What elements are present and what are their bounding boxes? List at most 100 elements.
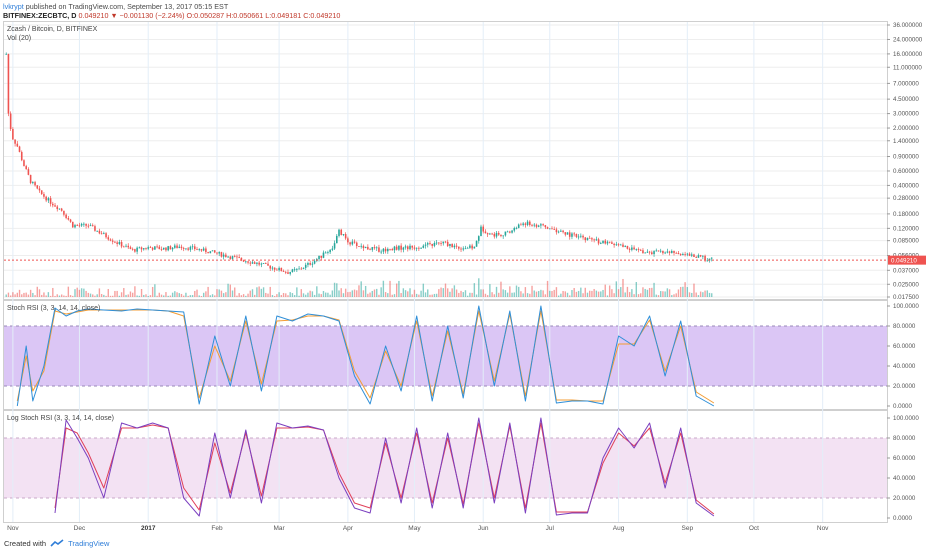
candle-body	[138, 247, 141, 249]
volume-bar	[704, 290, 706, 297]
volume-bar	[395, 283, 398, 297]
volume-bar	[617, 289, 620, 297]
volume-bar	[349, 291, 351, 297]
volume-bar	[677, 289, 680, 297]
candle-body	[273, 267, 276, 270]
candle-body	[167, 246, 169, 251]
candle-body	[240, 257, 243, 261]
volume-bar	[138, 295, 141, 297]
price-tick-label: 36.000000	[893, 22, 923, 29]
volume-bar	[566, 292, 569, 297]
volume-bar	[169, 295, 172, 297]
candle-body	[58, 208, 61, 210]
volume-bar	[103, 294, 105, 297]
candle-body	[619, 244, 622, 246]
rsi-y-axis[interactable]: 100.0000 80.0000 60.0000 40.0000 20.0000 0.00…	[887, 303, 919, 410]
volume-bar	[484, 293, 487, 297]
log-rsi-tick-label: 60.0000	[893, 455, 916, 462]
candle-body	[16, 143, 19, 147]
x-tick-label: Jul	[546, 525, 555, 532]
candle-body	[360, 245, 362, 247]
volume-bar	[529, 293, 531, 297]
candle-body	[466, 247, 469, 249]
volume-bar	[52, 287, 54, 297]
volume-bar	[502, 289, 504, 297]
volume-bar	[143, 294, 145, 297]
volume-bar	[320, 294, 322, 297]
candle-body	[586, 237, 589, 241]
candle-body	[300, 268, 303, 270]
candle-body	[225, 254, 227, 257]
candle-body	[426, 243, 429, 245]
log-rsi-pane-border	[3, 410, 888, 523]
volume-bar	[249, 290, 251, 297]
volume-bar	[63, 295, 65, 297]
x-tick-label: Jun	[478, 525, 489, 532]
volume-bar	[415, 293, 418, 297]
volume-bar	[176, 292, 178, 297]
candle-body	[606, 241, 609, 244]
volume-bar	[409, 288, 411, 297]
price-tick-label: 3.000000	[893, 111, 919, 118]
candle-body	[63, 210, 65, 215]
candle-body	[280, 267, 283, 272]
volume-bar	[458, 292, 460, 297]
candle-body	[369, 249, 371, 251]
chart-frame[interactable]: Zcash / Bitcoin, D, BITFINEX Vol (20) St…	[3, 21, 929, 534]
candle-body	[662, 250, 664, 254]
volume-bar	[25, 292, 27, 297]
volume-bar	[218, 289, 220, 297]
volume-bar	[602, 289, 604, 297]
volume-bar	[100, 293, 103, 297]
volume-bar	[531, 285, 533, 297]
candle-body	[211, 250, 214, 252]
candle-body	[697, 255, 700, 258]
chart-canvas[interactable]: Zcash / Bitcoin, D, BITFINEX Vol (20) St…	[3, 21, 929, 534]
candle-body	[548, 228, 551, 230]
publish-line: lvkrypt published on TradingView.com, Se…	[3, 2, 228, 11]
volume-bar	[211, 294, 214, 297]
candle-body	[76, 225, 79, 226]
volume-bar	[240, 295, 243, 297]
volume-bar	[187, 295, 189, 297]
volume-bar	[589, 290, 591, 297]
volume-bar	[398, 280, 400, 297]
candle-body	[444, 241, 447, 243]
volume-bar	[280, 295, 283, 297]
volume-bar	[611, 289, 613, 297]
volume-bar	[293, 295, 296, 297]
volume-bar	[402, 288, 405, 297]
volume-bar	[553, 289, 555, 297]
volume-bar	[242, 294, 245, 297]
volume-bar	[56, 294, 58, 297]
x-tick-label: Feb	[211, 525, 223, 532]
candle-body	[289, 272, 291, 274]
volume-bar	[364, 285, 367, 297]
candle-body	[91, 225, 94, 227]
volume-bar	[329, 294, 331, 297]
stoch-rsi-lines	[16, 305, 715, 407]
candle-body	[387, 248, 389, 252]
volume-bar	[628, 292, 631, 297]
volume-bar	[595, 290, 598, 297]
footer-brand-link[interactable]: TradingView	[68, 538, 110, 548]
candle-body	[129, 247, 132, 249]
candle-body	[670, 251, 673, 253]
log-rsi-y-axis[interactable]: 100.0000 80.0000 60.0000 40.0000 20.0000 0.00…	[887, 415, 919, 522]
volume-bar	[54, 295, 56, 297]
volume-bar	[247, 293, 249, 297]
time-x-axis[interactable]: Nov Dec 2017 Feb Mar Apr May Jun Jul Aug Sep Oct Nov	[7, 525, 829, 532]
candle-body	[5, 53, 8, 55]
candle-body	[89, 225, 92, 227]
volume-bar	[360, 281, 362, 297]
candle-body	[710, 257, 713, 259]
author-link[interactable]: lvkrypt	[3, 2, 24, 11]
volume-bar	[136, 295, 138, 297]
volume-bar	[655, 294, 657, 297]
volume-bar	[389, 280, 391, 297]
candle-body	[571, 233, 573, 237]
volume-bar	[200, 295, 203, 297]
candle-body	[85, 223, 87, 226]
candle-body	[67, 218, 70, 220]
candle-body	[602, 240, 604, 243]
